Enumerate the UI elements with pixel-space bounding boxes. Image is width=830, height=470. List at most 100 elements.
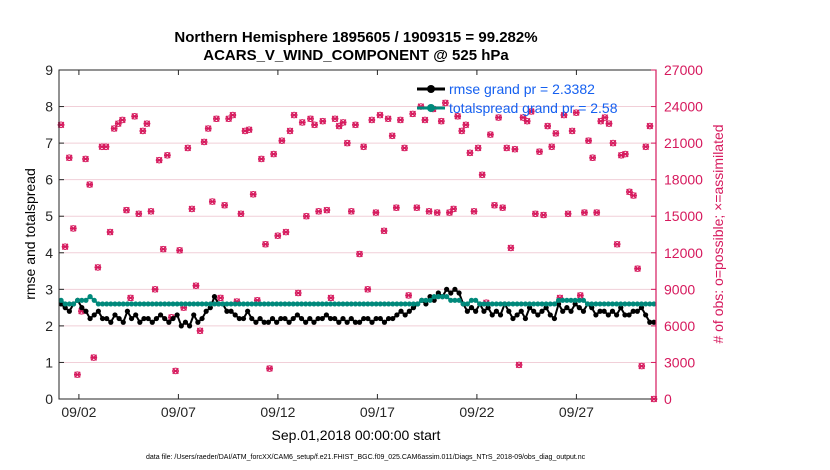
totalspread-point bbox=[274, 301, 280, 307]
totalspread-point bbox=[253, 301, 259, 307]
rmse-point bbox=[402, 312, 408, 318]
totalspread-point bbox=[626, 301, 632, 307]
obs-count-point bbox=[200, 138, 208, 146]
legend-totalspread-marker bbox=[427, 104, 435, 112]
rmse-point bbox=[174, 312, 180, 318]
totalspread-point bbox=[452, 297, 458, 303]
rmse-point bbox=[638, 305, 645, 311]
obs-count-point bbox=[65, 154, 73, 162]
obs-count-point bbox=[466, 149, 474, 157]
obs-count-point bbox=[258, 155, 265, 163]
obs-count-point bbox=[380, 227, 388, 235]
rmse-point bbox=[153, 315, 160, 322]
totalspread-point bbox=[638, 301, 645, 307]
obs-assimilated-marker bbox=[544, 122, 551, 130]
rmse-point bbox=[589, 305, 595, 311]
rmse-point bbox=[104, 315, 110, 322]
obs-assimilated-marker bbox=[380, 227, 388, 235]
obs-assimilated-marker bbox=[192, 282, 200, 289]
obs-assimilated-marker bbox=[458, 127, 466, 135]
legend-rmse-label: rmse grand pr = 2.3382 bbox=[449, 81, 595, 97]
obs-count-point bbox=[499, 204, 507, 211]
rmse-point bbox=[634, 308, 640, 314]
obs-assimilated-marker bbox=[560, 111, 568, 119]
y-right-tick-label-7: 21000 bbox=[664, 135, 703, 151]
totalspread-point bbox=[157, 301, 164, 307]
obs-count-point bbox=[401, 144, 408, 152]
totalspread-point bbox=[120, 301, 126, 307]
obs-count-markers bbox=[57, 99, 658, 403]
obs-count-point bbox=[323, 206, 331, 214]
totalspread-point bbox=[112, 301, 118, 307]
obs-assimilated-marker bbox=[184, 144, 192, 152]
obs-count-point bbox=[282, 228, 290, 236]
obs-count-point bbox=[605, 120, 613, 127]
totalspread-point bbox=[303, 301, 309, 307]
x-tick-label-0: 09/02 bbox=[61, 404, 96, 420]
obs-count-point bbox=[213, 115, 220, 123]
obs-count-point bbox=[536, 148, 543, 155]
totalspread-point bbox=[278, 301, 284, 307]
obs-assimilated-marker bbox=[405, 292, 412, 299]
y-right-tick-label-8: 24000 bbox=[664, 99, 703, 115]
y-left-tick-label-5: 5 bbox=[45, 208, 53, 224]
obs-count-point bbox=[581, 209, 588, 216]
obs-assimilated-marker bbox=[401, 144, 408, 152]
obs-count-point bbox=[360, 143, 367, 151]
rmse-point bbox=[348, 315, 354, 322]
totalspread-point bbox=[489, 301, 495, 307]
rmse-point bbox=[365, 315, 371, 322]
totalspread-point bbox=[539, 301, 545, 307]
totalspread-point bbox=[58, 297, 64, 303]
obs-count-point bbox=[413, 204, 421, 211]
obs-assimilated-marker bbox=[208, 198, 216, 205]
obs-count-point bbox=[572, 109, 580, 116]
obs-assimilated-marker bbox=[147, 208, 155, 215]
obs-count-point bbox=[609, 139, 617, 147]
obs-count-point bbox=[319, 117, 327, 125]
obs-assimilated-marker bbox=[450, 205, 457, 213]
obs-count-point bbox=[585, 137, 592, 144]
x-tick-label-5: 09/27 bbox=[559, 404, 594, 420]
y-right-tick-label-2: 6000 bbox=[664, 318, 695, 334]
totalspread-point bbox=[584, 301, 591, 307]
rmse-point bbox=[282, 315, 288, 322]
totalspread-point bbox=[477, 301, 483, 307]
totalspread-point bbox=[240, 301, 247, 307]
obs-assimilated-marker bbox=[421, 116, 429, 124]
rmse-point bbox=[493, 308, 499, 314]
rmse-point bbox=[108, 319, 114, 325]
rmse-point bbox=[543, 305, 549, 311]
obs-count-point bbox=[208, 198, 216, 205]
obs-assimilated-marker bbox=[65, 154, 73, 161]
rmse-point bbox=[506, 308, 512, 314]
obs-count-point bbox=[621, 150, 629, 158]
totalspread-series bbox=[58, 294, 657, 307]
obs-assimilated-marker bbox=[290, 111, 298, 119]
obs-assimilated-marker bbox=[368, 116, 376, 124]
obs-count-point bbox=[372, 209, 380, 216]
obs-assimilated-marker bbox=[151, 286, 159, 293]
rmse-point bbox=[315, 315, 321, 322]
obs-assimilated-marker bbox=[433, 209, 441, 216]
obs-assimilated-marker bbox=[249, 191, 257, 198]
totalspread-point bbox=[149, 301, 155, 307]
totalspread-point bbox=[518, 301, 524, 307]
rmse-point bbox=[444, 286, 450, 292]
obs-assimilated-marker bbox=[303, 212, 310, 220]
rmse-point bbox=[274, 319, 280, 325]
rmse-point bbox=[294, 312, 300, 318]
obs-assimilated-marker bbox=[213, 115, 220, 123]
rmse-point bbox=[253, 319, 259, 325]
totalspread-point bbox=[597, 301, 603, 307]
totalspread-point bbox=[95, 301, 101, 307]
rmse-point bbox=[195, 319, 201, 325]
y-right-axis-ticks: 0 3000 6000 9000 12000 15000 18000 21000 24000 27… bbox=[651, 62, 703, 407]
obs-count-point bbox=[94, 264, 102, 271]
obs-count-point bbox=[646, 122, 654, 130]
obs-assimilated-marker bbox=[90, 354, 98, 361]
obs-count-point bbox=[139, 127, 147, 135]
obs-count-point bbox=[348, 208, 355, 215]
obs-count-point bbox=[229, 111, 237, 119]
obs-assimilated-marker bbox=[409, 110, 417, 118]
